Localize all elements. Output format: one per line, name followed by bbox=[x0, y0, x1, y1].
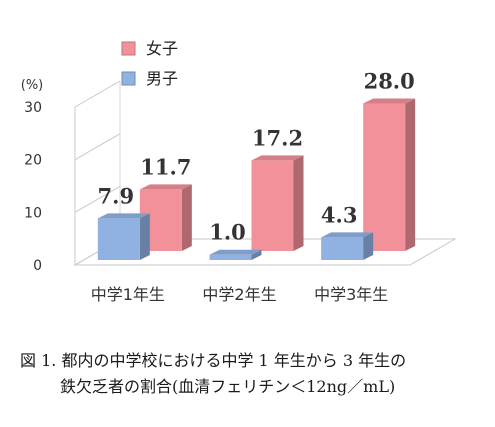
y-tick-label: 10 bbox=[24, 205, 42, 221]
data-label-female-2: 17.2 bbox=[252, 125, 303, 150]
bar-front bbox=[321, 237, 364, 260]
bar-top bbox=[97, 213, 150, 219]
figure-caption: 図 1. 都内の中学校における中学 1 年生から 3 年生の 鉄欠乏者の割合(血… bbox=[20, 348, 490, 400]
bar-female-3 bbox=[363, 98, 416, 252]
bar-top bbox=[251, 155, 304, 161]
x-category-label: 中学3年生 bbox=[314, 285, 388, 304]
bar-side bbox=[181, 184, 192, 251]
data-label-male-3: 4.3 bbox=[321, 202, 358, 227]
caption-line-2: 鉄欠乏者の割合(血清フェリチン＜12ng／mL) bbox=[60, 377, 396, 396]
bar-female-2 bbox=[251, 155, 304, 251]
bar-top bbox=[139, 184, 192, 190]
labels: 11.77.9 中学1年生 17.2 1.0 中学2年生 28.0 4.3 中学3年生 bbox=[91, 69, 415, 304]
legend-label-2: 男子 bbox=[146, 69, 178, 88]
depth-gridline bbox=[74, 185, 121, 213]
y-tick-label: 30 bbox=[24, 100, 42, 116]
y-tick-label: 20 bbox=[24, 153, 42, 169]
bar-front bbox=[97, 218, 140, 260]
bar-male-2 bbox=[209, 249, 262, 260]
bar-front bbox=[363, 103, 406, 252]
bar-top bbox=[321, 232, 374, 238]
x-category-label: 中学2年生 bbox=[202, 285, 276, 304]
x-category-label: 中学1年生 bbox=[91, 285, 165, 304]
bar-male-1 bbox=[97, 213, 150, 260]
bar-front bbox=[251, 160, 294, 251]
data-label-male-1: 7.9 bbox=[98, 183, 135, 208]
legend-label-1: 女子 bbox=[146, 39, 178, 58]
bar-male-3 bbox=[321, 232, 374, 260]
data-label-male-2: 1.0 bbox=[209, 220, 246, 245]
depth-gridline bbox=[74, 80, 121, 108]
bar-front bbox=[209, 254, 252, 260]
y-tick-label: 0 bbox=[33, 258, 42, 274]
bar-side bbox=[139, 213, 150, 260]
data-label-female-1: 11.7 bbox=[140, 154, 191, 179]
bar-side bbox=[251, 249, 262, 260]
depth-gridline bbox=[74, 133, 121, 161]
bars bbox=[97, 98, 416, 260]
bar-side bbox=[405, 98, 416, 252]
legend-swatch-2 bbox=[121, 71, 136, 86]
y-unit-label: (%) bbox=[21, 78, 44, 93]
bar-chart: 0 10 20 30 (%) 11.77.9 中学1年生 17.2 1.0 中学2年生 28.0 4… bbox=[21, 39, 457, 304]
legend-swatch-1 bbox=[121, 41, 136, 56]
bar-top bbox=[209, 249, 262, 255]
caption-line-1: 図 1. 都内の中学校における中学 1 年生から 3 年生の bbox=[20, 351, 407, 370]
bar-side bbox=[293, 155, 304, 251]
data-label-female-3: 28.0 bbox=[364, 69, 415, 94]
bar-top bbox=[363, 98, 416, 104]
bar-side bbox=[363, 232, 374, 260]
